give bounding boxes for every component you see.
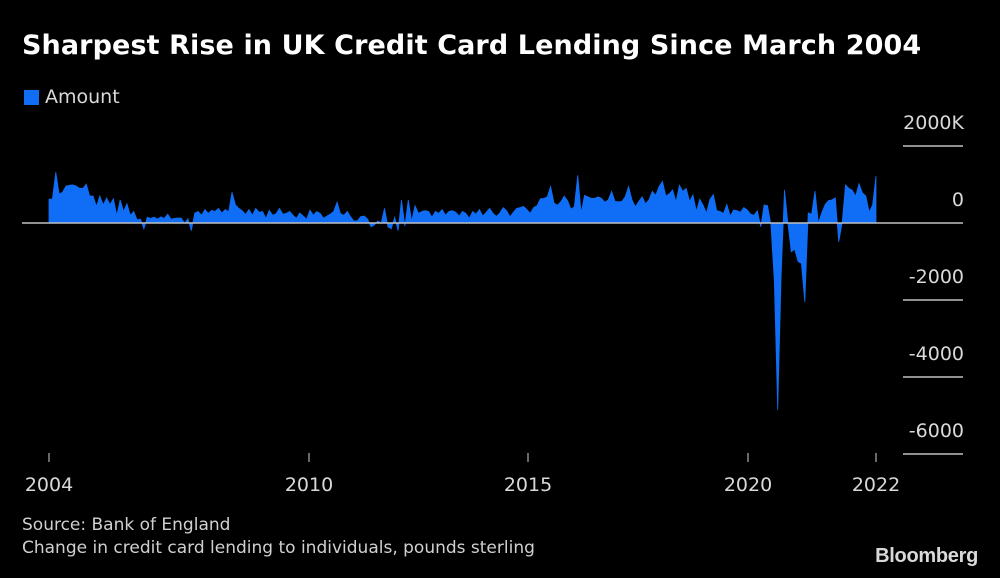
y-tick-label: 2000K: [903, 112, 964, 134]
legend-label-amount: Amount: [45, 86, 120, 108]
y-tick-label: -6000: [908, 420, 964, 442]
source-text: Source: Bank of England: [22, 515, 231, 535]
chart-note: Change in credit card lending to individ…: [22, 538, 535, 558]
x-tick-label: 2015: [503, 474, 553, 496]
legend-swatch-amount: [24, 89, 39, 105]
chart-footer: Source: Bank of England Change in credit…: [22, 514, 535, 560]
y-tick-label: -4000: [908, 343, 964, 365]
legend: Amount: [24, 86, 120, 108]
x-axis-ticks: [48, 453, 877, 462]
amount-area-series: [48, 172, 877, 411]
bloomberg-logo: Bloomberg: [875, 545, 978, 567]
x-tick-label: 2004: [24, 474, 74, 496]
y-tick-label: 0: [951, 189, 964, 211]
y-tick-label: -2000: [908, 266, 964, 288]
x-tick-label: 2020: [723, 474, 773, 496]
y-axis-gridticks: [903, 145, 963, 455]
chart-title: Sharpest Rise in UK Credit Card Lending …: [22, 30, 922, 61]
x-tick-label: 2010: [284, 474, 334, 496]
x-tick-label: 2022: [851, 474, 901, 496]
